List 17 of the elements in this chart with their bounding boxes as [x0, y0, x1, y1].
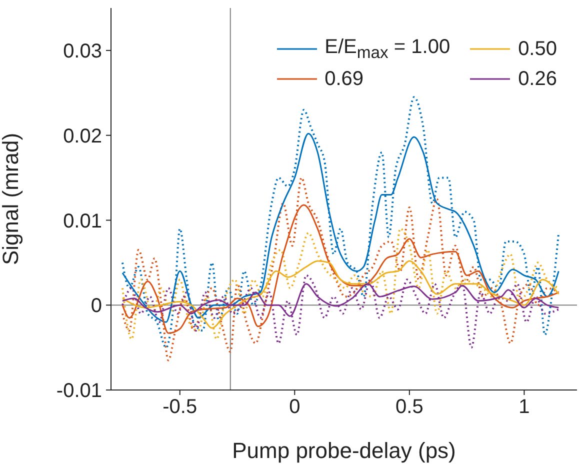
y-tick-label: 0 — [90, 295, 102, 318]
y-axis-title: Signal (mrad) — [0, 132, 23, 266]
y-tick-label: 0.03 — [63, 40, 102, 63]
y-tick-label: 0.02 — [63, 125, 102, 148]
line-series — [121, 228, 560, 340]
x-tick-label: 0 — [289, 396, 300, 418]
legend-label: E/E$_{max}$ = 1.00 — [324, 36, 450, 62]
legend-label: 0.69 — [324, 68, 364, 90]
legend-label: 0.50 — [518, 38, 557, 60]
y-tick-label: -0.01 — [56, 380, 102, 402]
legend-label: 0.26 — [518, 68, 557, 90]
y-tick-label: 0.01 — [63, 210, 102, 232]
x-tick-label: 0.5 — [396, 396, 424, 418]
x-tick-label: -0.5 — [162, 396, 198, 418]
x-axis-title: Pump probe-delay (ps) — [232, 438, 456, 463]
line-series — [121, 96, 560, 349]
x-tick-label: 1 — [518, 396, 530, 418]
